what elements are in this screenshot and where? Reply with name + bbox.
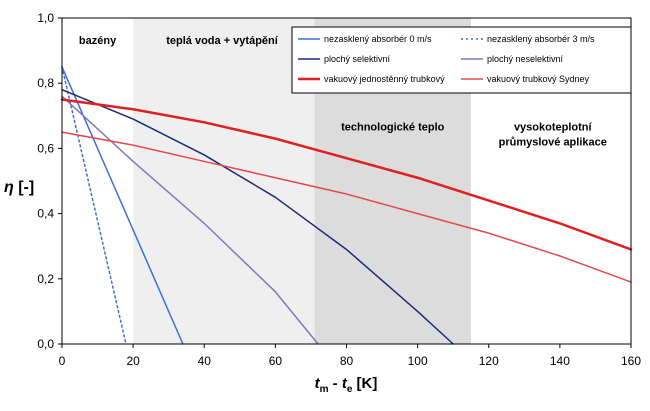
region-label-2: technologické teplo <box>341 121 445 133</box>
legend-label-1: nezasklený absorbér 3 m/s <box>487 34 595 44</box>
y-tick-label-0: 0,0 <box>37 337 54 351</box>
series-line-1 <box>61 66 127 345</box>
series-line-4 <box>60 98 633 251</box>
series-line-2 <box>61 88 454 345</box>
y-tick-label-2: 0,4 <box>37 207 54 221</box>
series-line-3 <box>61 95 319 345</box>
region-band-0 <box>62 18 134 344</box>
y-tick-label-5: 1,0 <box>37 11 54 25</box>
x-tick-label-6: 120 <box>479 354 499 368</box>
region-label-3: vysokoteplotní průmyslové aplikace <box>499 121 607 148</box>
x-tick-label-0: 0 <box>59 354 66 368</box>
y-axis-label: η [-] <box>4 179 34 196</box>
legend-label-0: nezasklený absorbér 0 m/s <box>324 34 432 44</box>
region-labels-layer: bazény teplá voda + vytápění technologické… <box>79 35 607 148</box>
region-label-1: teplá voda + vytápění <box>166 35 279 47</box>
legend-label-3: plochý neselektivní <box>487 54 564 64</box>
series-layer <box>60 66 633 345</box>
region-band-1 <box>133 18 315 344</box>
y-tick-label-3: 0,6 <box>37 141 54 155</box>
x-tick-label-1: 20 <box>126 354 140 368</box>
y-tick-label-1: 0,2 <box>37 272 54 286</box>
x-tick-label-3: 60 <box>269 354 283 368</box>
region-label-0: bazény <box>79 35 117 47</box>
x-tick-label-4: 80 <box>340 354 354 368</box>
ticks-layer: 0 20 40 60 80 100 120 140 160 0,0 0,2 0,4 0,6 0,8 1,0 <box>37 11 641 368</box>
x-tick-label-8: 160 <box>621 354 641 368</box>
x-tick-label-5: 100 <box>408 354 428 368</box>
x-tick-label-7: 140 <box>550 354 570 368</box>
legend-label-2: plochý selektivní <box>324 54 391 64</box>
legend-label-5: vakuový trubkový Sydney <box>487 74 590 84</box>
series-line-5 <box>61 131 632 283</box>
x-tick-label-2: 40 <box>198 354 212 368</box>
y-tick-label-4: 0,8 <box>37 76 54 90</box>
series-line-0 <box>61 66 184 345</box>
legend-box <box>291 26 632 94</box>
legend-label-4: vakuový jednostěnný trubkový <box>324 74 445 84</box>
x-axis-label: tm - te [K] <box>315 375 378 395</box>
legend: nezasklený absorbér 0 m/s nezasklený abso… <box>291 26 632 94</box>
